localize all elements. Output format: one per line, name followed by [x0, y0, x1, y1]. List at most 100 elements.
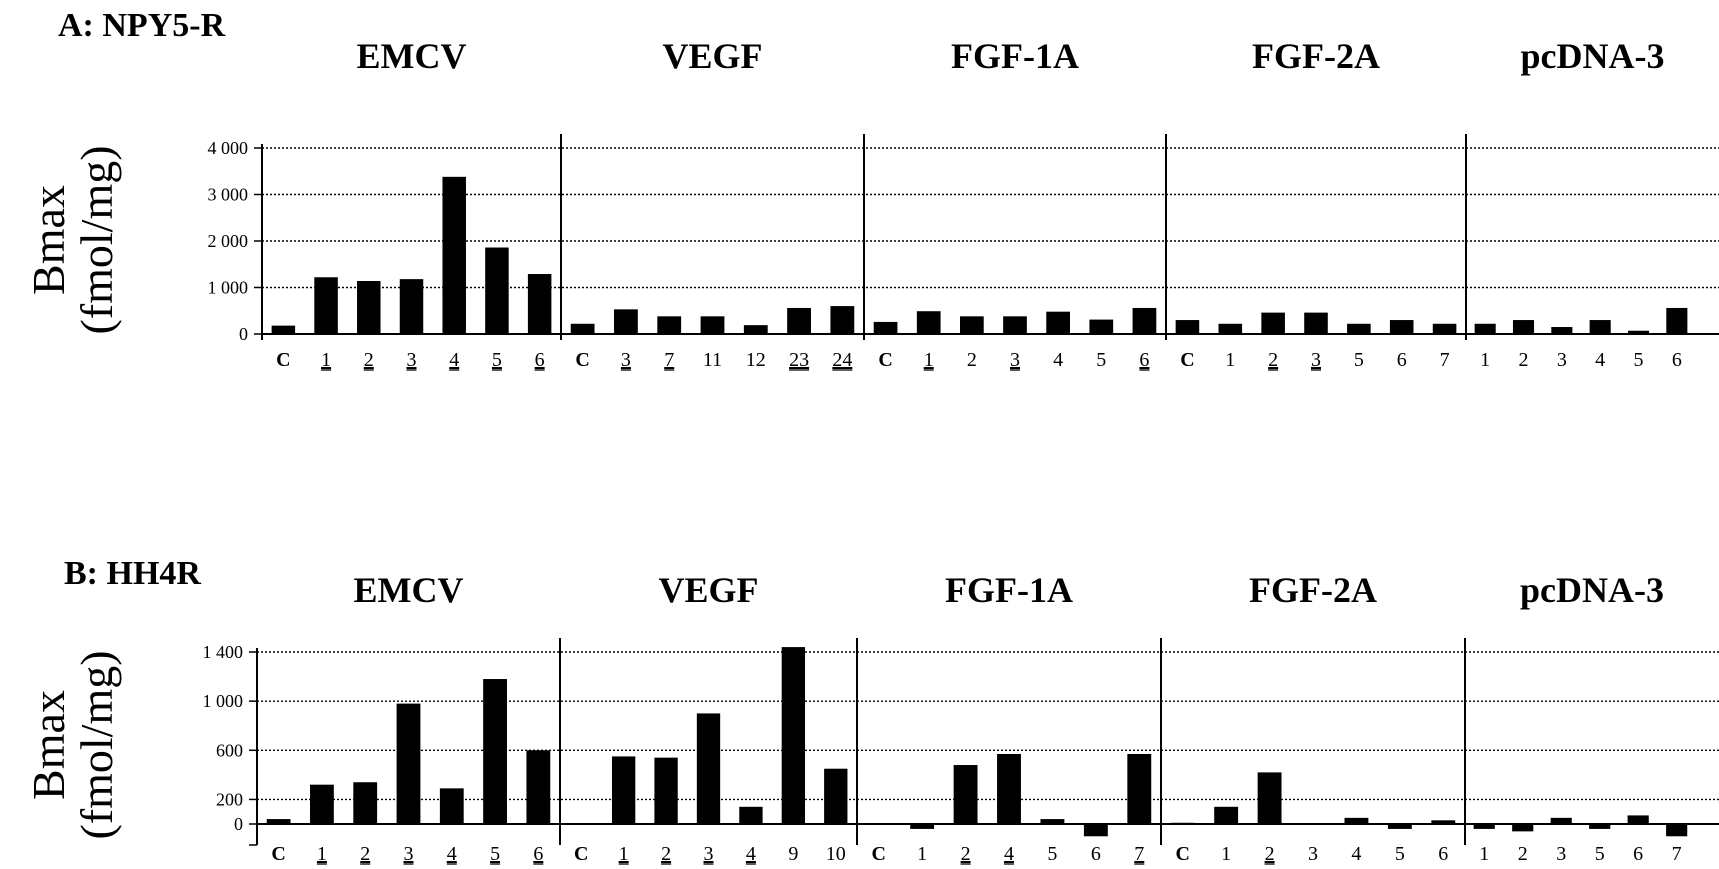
y-tick-label: 0: [239, 324, 248, 344]
x-tick-label: 2: [364, 349, 374, 371]
bar: [310, 784, 334, 824]
chart-panel-a: A: NPY5-R Bmax(fmol/mg) 0 1 000 2 000 3 000 4 …: [23, 7, 1719, 371]
x-tick-label: C: [574, 843, 588, 865]
x-tick-label: 5: [490, 843, 500, 865]
x-tick-label: C: [1180, 349, 1194, 371]
group-title-emcv: EMCV: [354, 570, 464, 610]
bar: [1666, 824, 1688, 837]
x-tick-label: 2: [1518, 843, 1528, 865]
bar: [353, 782, 378, 824]
x-tick-label: 3: [1556, 843, 1566, 865]
group-title-vegf: VEGF: [662, 36, 762, 76]
x-tick-label: 4: [449, 349, 459, 371]
x-tick-label: 4: [447, 843, 457, 865]
bar: [569, 824, 593, 825]
group-title-pcdna-3: pcDNA-3: [1521, 36, 1665, 76]
bar: [959, 316, 984, 334]
x-tick-label: 1: [1480, 349, 1490, 371]
bar: [1218, 323, 1243, 334]
x-tick-label: 3: [1557, 349, 1567, 371]
x-tick-label: 2: [360, 843, 370, 865]
x-tick-label: 2: [1265, 843, 1275, 865]
group-title-fgf-2a: FGF-2A: [1249, 570, 1377, 610]
x-tick-label: 6: [533, 843, 543, 865]
y-axis-label-unit: (fmol/mg): [71, 650, 122, 839]
bar: [1083, 824, 1108, 837]
group-title-pcdna-3: pcDNA-3: [1520, 570, 1664, 610]
bar: [696, 713, 721, 824]
bar: [830, 306, 855, 334]
x-tick-label: 3: [621, 349, 631, 371]
bar: [614, 309, 638, 334]
y-tick-label: 2 000: [208, 231, 249, 251]
bar: [1589, 824, 1611, 829]
panel-label: B: HH4R: [64, 555, 201, 592]
x-tick-label: 3: [704, 843, 714, 865]
y-tick-label: 600: [216, 740, 243, 760]
bar: [396, 703, 421, 824]
x-tick-label: 6: [1139, 349, 1149, 371]
bar: [1304, 312, 1328, 334]
x-tick-label: C: [271, 843, 285, 865]
bar: [824, 768, 848, 824]
x-tick-label: C: [276, 349, 290, 371]
x-tick-label: 2: [1519, 349, 1529, 371]
x-tick-label: C: [575, 349, 589, 371]
x-tick-label: 1: [1479, 843, 1489, 865]
bar: [442, 176, 466, 334]
x-tick-label: C: [878, 349, 892, 371]
x-tick-label: 1: [924, 349, 934, 371]
group-title-fgf-2a: FGF-2A: [1252, 36, 1380, 76]
bar: [781, 647, 806, 824]
bar: [866, 824, 891, 825]
x-tick-label: 3: [1311, 349, 1321, 371]
bar: [1432, 323, 1457, 334]
bar: [485, 247, 509, 334]
bar: [1003, 316, 1027, 334]
x-tick-label: C: [1175, 843, 1189, 865]
x-tick-label: 1: [1221, 843, 1231, 865]
x-tick-label: 6: [1438, 843, 1448, 865]
x-tick-label: 3: [1308, 843, 1318, 865]
x-tick-label: C: [871, 843, 885, 865]
x-tick-label: 5: [1354, 349, 1364, 371]
bar: [700, 316, 725, 334]
bar: [1040, 819, 1065, 824]
bar: [910, 824, 935, 829]
x-tick-label: 5: [1634, 349, 1644, 371]
x-tick-label: 6: [535, 349, 545, 371]
bar: [1387, 824, 1412, 829]
y-tick-label: 200: [216, 789, 243, 809]
x-tick-label: 7: [1440, 349, 1450, 371]
x-tick-label: 1: [917, 843, 927, 865]
bar: [1214, 806, 1239, 824]
group-title-fgf-1a: FGF-1A: [945, 570, 1073, 610]
x-tick-label: 24: [832, 349, 852, 371]
y-axis-label-unit: (fmol/mg): [71, 145, 122, 334]
bar: [916, 311, 941, 334]
bar: [1344, 817, 1369, 824]
x-tick-label: 10: [826, 843, 846, 865]
x-tick-label: 3: [1010, 349, 1020, 371]
x-tick-label: 9: [788, 843, 798, 865]
bar: [1132, 307, 1157, 334]
bar: [271, 325, 296, 334]
x-tick-label: 4: [1053, 349, 1063, 371]
bar: [1170, 822, 1195, 824]
x-tick-label: 5: [1595, 843, 1605, 865]
bar: [527, 274, 552, 334]
bar: [873, 321, 898, 334]
bar: [1046, 311, 1071, 334]
bar: [997, 753, 1021, 824]
bar: [1550, 817, 1572, 824]
x-tick-label: 6: [1672, 349, 1682, 371]
bar: [1512, 320, 1535, 334]
bar: [314, 277, 338, 334]
bar: [1431, 820, 1456, 824]
bar: [1261, 312, 1285, 334]
x-tick-label: 12: [746, 349, 766, 371]
bar: [570, 323, 595, 334]
group-title-emcv: EMCV: [357, 36, 467, 76]
bar: [266, 819, 291, 824]
bar: [1551, 327, 1573, 334]
